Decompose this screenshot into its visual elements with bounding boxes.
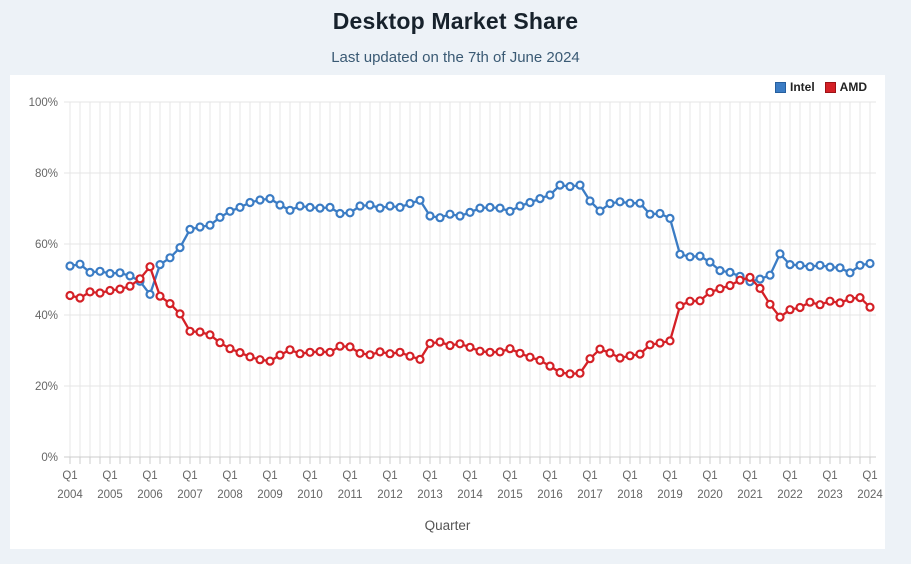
svg-text:Q1: Q1 [62,470,77,482]
svg-text:Q1: Q1 [862,470,877,482]
svg-text:Q1: Q1 [142,470,157,482]
svg-text:Q1: Q1 [822,470,837,482]
svg-text:Q1: Q1 [782,470,797,482]
legend-swatch-amd [824,81,836,93]
svg-text:2024: 2024 [857,489,883,501]
svg-text:80%: 80% [35,168,58,180]
svg-text:2009: 2009 [257,489,283,501]
svg-text:2021: 2021 [737,489,763,501]
page-subtitle: Last updated on the 7th of June 2024 [331,49,580,66]
svg-text:Q1: Q1 [302,470,317,482]
chart-panel: Intel AMD 0% 20% 40% 60% 80% 100% Q1 2004 Q1 2005… [10,75,885,549]
svg-text:Q1: Q1 [662,470,677,482]
svg-text:Q1: Q1 [102,470,117,482]
svg-text:2008: 2008 [217,489,243,501]
svg-text:Q1: Q1 [582,470,597,482]
svg-text:Q1: Q1 [702,470,717,482]
market-share-chart[interactable]: 0% 20% 40% 60% 80% 100% Q1 2004 Q1 2005 Q1 2006 Q1 20… [10,75,885,515]
svg-text:2018: 2018 [617,489,643,501]
svg-text:2016: 2016 [537,489,563,501]
svg-text:Q1: Q1 [182,470,197,482]
svg-text:2012: 2012 [377,489,403,501]
svg-text:2015: 2015 [497,489,523,501]
svg-text:2017: 2017 [577,489,603,501]
legend-item-amd[interactable]: AMD [824,80,867,94]
legend-label-intel: Intel [790,80,815,94]
svg-text:2011: 2011 [338,489,363,501]
svg-text:Q1: Q1 [502,470,517,482]
svg-text:Q1: Q1 [422,470,437,482]
svg-text:Q1: Q1 [622,470,637,482]
chart-header: Desktop Market Share Last updated on the… [0,0,911,66]
svg-text:Q1: Q1 [462,470,477,482]
svg-text:60%: 60% [35,239,58,251]
svg-text:2006: 2006 [137,489,163,501]
svg-text:100%: 100% [29,97,58,109]
svg-text:2004: 2004 [57,489,83,501]
svg-text:0%: 0% [41,452,58,464]
svg-text:2010: 2010 [297,489,323,501]
svg-text:2007: 2007 [177,489,203,501]
chart-area: 0% 20% 40% 60% 80% 100% Q1 2004 Q1 2005 Q1 2006 Q1 20… [10,75,885,515]
legend-swatch-intel [775,81,786,93]
svg-text:Q1: Q1 [542,470,557,482]
svg-text:2013: 2013 [417,489,443,501]
chart-legend: Intel AMD [775,80,867,94]
svg-text:2014: 2014 [457,489,483,501]
svg-text:2023: 2023 [817,489,843,501]
svg-text:Q1: Q1 [262,470,277,482]
page-title: Desktop Market Share [332,8,579,34]
svg-text:2005: 2005 [97,489,123,501]
svg-text:Q1: Q1 [222,470,237,482]
svg-text:2019: 2019 [657,489,683,501]
x-axis-title: Quarter [424,518,471,533]
svg-text:40%: 40% [35,310,58,322]
svg-text:Q1: Q1 [342,470,357,482]
legend-label-amd: AMD [839,80,867,94]
svg-text:Q1: Q1 [382,470,397,482]
svg-text:Q1: Q1 [742,470,757,482]
legend-item-intel[interactable]: Intel [775,80,815,94]
svg-text:2020: 2020 [697,489,723,501]
svg-text:20%: 20% [35,381,58,393]
svg-text:2022: 2022 [777,489,803,501]
